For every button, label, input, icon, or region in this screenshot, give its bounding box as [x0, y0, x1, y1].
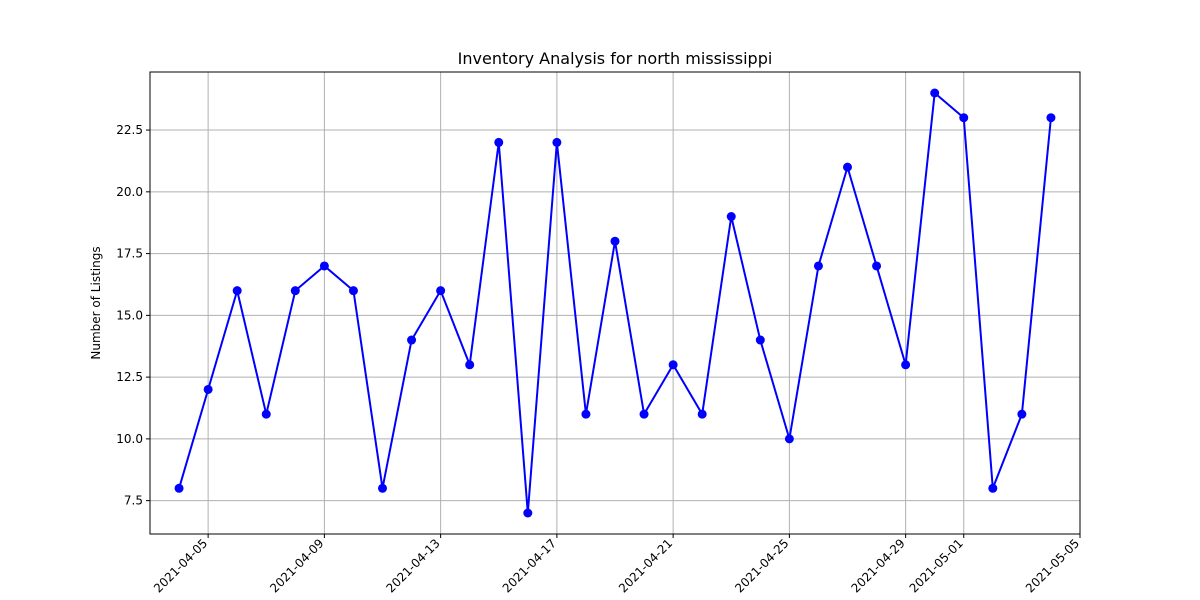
data-point [1017, 409, 1027, 419]
chart-title: Inventory Analysis for north mississippi [458, 49, 773, 68]
data-point [755, 335, 765, 345]
data-point [697, 409, 707, 419]
data-point [232, 286, 242, 296]
data-point [348, 286, 358, 296]
data-point [930, 88, 940, 98]
y-tick-label: 20.0 [116, 185, 143, 199]
data-point [726, 212, 736, 222]
y-tick-label: 22.5 [116, 123, 143, 137]
data-point [523, 508, 533, 518]
y-tick-label: 17.5 [116, 247, 143, 261]
data-point [668, 360, 678, 370]
data-point [1046, 113, 1056, 123]
y-axis-label: Number of Listings [89, 246, 103, 359]
data-point [319, 261, 329, 271]
data-point [872, 261, 882, 271]
data-point [465, 360, 475, 370]
data-point [610, 236, 620, 246]
data-point [290, 286, 300, 296]
data-point [784, 434, 794, 444]
data-point [552, 137, 562, 147]
data-point [407, 335, 417, 345]
data-point [436, 286, 446, 296]
y-tick-label: 7.5 [124, 494, 143, 508]
data-point [261, 409, 271, 419]
data-point [203, 384, 213, 394]
plot-frame [149, 71, 1081, 535]
y-tick-label: 10.0 [116, 432, 143, 446]
data-point [378, 483, 387, 493]
data-point [959, 113, 969, 123]
data-point [901, 360, 911, 370]
data-point [494, 137, 504, 147]
series-layer [174, 88, 1056, 518]
y-tick-label: 12.5 [116, 370, 143, 384]
data-point [639, 409, 649, 419]
data-point [581, 409, 591, 419]
y-tick-label: 15.0 [116, 308, 143, 322]
data-point [174, 483, 184, 493]
data-point [988, 483, 998, 493]
data-point [843, 162, 852, 172]
data-point [813, 261, 823, 271]
